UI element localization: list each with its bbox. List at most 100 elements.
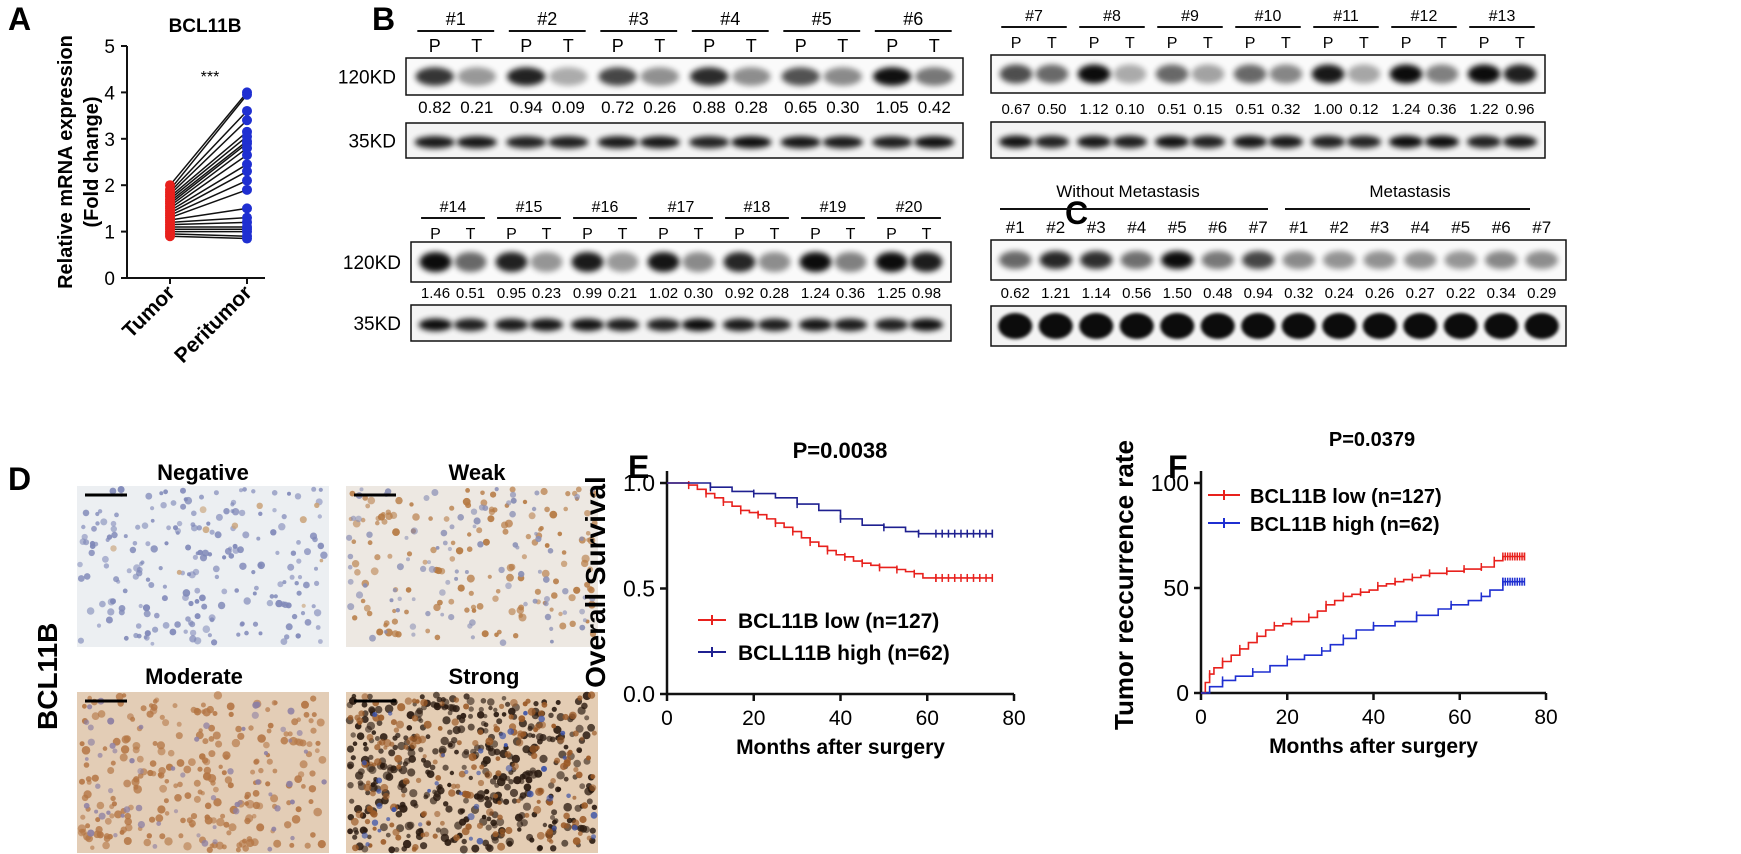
ihc-cell-nucleus <box>374 736 380 741</box>
ihc-cell-nucleus <box>546 794 554 802</box>
b2-control-band <box>1112 135 1148 149</box>
ihc-cell-nucleus <box>487 574 492 579</box>
ihc-cell-nucleus <box>234 588 239 593</box>
ihc-cell-nucleus <box>435 827 441 833</box>
ihc-cell-nucleus <box>392 735 398 741</box>
ihc-cell-nucleus <box>551 706 557 712</box>
ihc-cell-nucleus <box>557 736 565 744</box>
b2-sample-label: #13 <box>1489 8 1516 25</box>
ihc-cell-nucleus <box>251 570 256 575</box>
c-target-band <box>1485 251 1518 269</box>
ihc-cell-nucleus <box>311 486 317 492</box>
ihc-cell-nucleus <box>156 741 165 750</box>
ihc-cell-nucleus <box>166 525 172 531</box>
ihc-cell-nucleus <box>563 506 568 512</box>
c-target-band <box>1323 251 1356 269</box>
ihc-cell-nucleus <box>572 795 577 800</box>
ihc-cell-nucleus <box>108 788 114 794</box>
ihc-cell-nucleus <box>194 599 200 604</box>
ihc-cell-nucleus <box>590 811 598 819</box>
panel-a-y-tick-label: 3 <box>104 130 115 151</box>
ihc-cell-nucleus <box>303 711 310 718</box>
ihc-cell-nucleus <box>449 524 455 530</box>
ihc-cell-nucleus <box>94 809 99 814</box>
ihc-cell-nucleus <box>572 837 581 845</box>
ihc-cell-nucleus <box>192 568 200 576</box>
b3-lane-p: P <box>430 226 441 243</box>
ihc-cell-nucleus <box>411 715 419 722</box>
ihc-cell-nucleus <box>245 814 254 823</box>
ihc-cell-nucleus <box>563 812 570 820</box>
ihc-cell-nucleus <box>187 620 194 626</box>
ihc-cell-nucleus <box>241 726 246 732</box>
ihc-cell-nucleus <box>467 532 472 537</box>
ihc-cell-nucleus <box>183 765 192 774</box>
ihc-cell-nucleus <box>119 753 128 762</box>
ihc-cell-nucleus <box>456 714 462 720</box>
ihc-cell-nucleus <box>379 733 388 741</box>
ihc-cell-nucleus <box>557 531 563 537</box>
panel-a-significance: *** <box>201 69 220 86</box>
b3-sample-label: #18 <box>744 199 771 216</box>
panel-letter-f: F <box>1168 449 1188 485</box>
ihc-image-strong <box>345 691 598 854</box>
ihc-title-negative: Negative <box>157 460 249 485</box>
ihc-cell-nucleus <box>409 623 417 630</box>
panel-a-x-tick-label: Peritumor <box>170 281 256 367</box>
ihc-cell-nucleus <box>498 566 505 574</box>
panel-a-tumor-point <box>165 231 175 242</box>
ihc-cell-nucleus <box>420 565 427 573</box>
ihc-cell-nucleus <box>252 621 259 627</box>
ihc-cell-nucleus <box>456 740 462 746</box>
ihc-cell-nucleus <box>136 755 144 763</box>
b1-blot-frame-bottom <box>405 122 964 159</box>
ihc-cell-nucleus <box>427 788 431 793</box>
b3-control-band <box>757 318 792 332</box>
f-x-tick-label: 0 <box>1195 706 1207 729</box>
ihc-cell-nucleus <box>443 801 449 807</box>
ihc-cell-nucleus <box>379 823 388 832</box>
ihc-cell-nucleus <box>376 777 383 784</box>
b3-ratio-label: 0.99 <box>573 285 602 302</box>
ihc-cell-nucleus <box>561 550 567 555</box>
ihc-cell-nucleus <box>392 828 400 836</box>
ihc-cell-nucleus <box>380 839 387 845</box>
ihc-cell-nucleus <box>290 835 295 841</box>
e-y-tick-label: 1.0 <box>623 470 655 496</box>
b3-ratio-label: 0.98 <box>912 285 941 302</box>
ihc-cell-nucleus <box>361 693 369 701</box>
ihc-cell-nucleus <box>585 531 591 536</box>
b1-lane-t: T <box>929 36 940 56</box>
ihc-cell-nucleus <box>157 805 166 814</box>
ihc-cell-nucleus <box>135 804 143 812</box>
ihc-cell-nucleus <box>408 755 417 763</box>
ihc-cell-nucleus <box>562 588 569 595</box>
ihc-cell-nucleus <box>584 510 591 517</box>
ihc-cell-nucleus <box>384 704 394 714</box>
ihc-cell-nucleus <box>297 771 305 778</box>
ihc-cell-nucleus <box>434 781 439 786</box>
b3-target-band <box>758 252 791 272</box>
ihc-cell-nucleus <box>518 570 525 578</box>
b2-lane-t: T <box>1047 35 1057 52</box>
ihc-cell-nucleus <box>197 549 203 556</box>
ihc-cell-nucleus <box>400 786 408 794</box>
c-lane-label: #5 <box>1168 218 1187 237</box>
ihc-cell-nucleus <box>566 817 573 824</box>
ihc-cell-nucleus <box>189 629 197 637</box>
b1-control-band <box>597 136 638 149</box>
ihc-cell-nucleus <box>366 531 373 538</box>
ihc-cell-nucleus <box>546 837 552 843</box>
ihc-cell-nucleus <box>461 838 467 845</box>
panel-a-pair-line <box>169 135 248 200</box>
ihc-cell-nucleus <box>356 717 364 725</box>
b1-target-band <box>732 67 771 86</box>
ihc-cell-nucleus <box>454 576 459 581</box>
ihc-cell-nucleus <box>445 579 451 585</box>
ihc-cell-nucleus <box>402 839 412 849</box>
ihc-cell-nucleus <box>497 842 506 851</box>
ihc-cell-nucleus <box>573 759 581 768</box>
ihc-cell-nucleus <box>575 724 584 733</box>
ihc-cell-nucleus <box>471 844 480 853</box>
ihc-cell-nucleus <box>162 622 170 629</box>
